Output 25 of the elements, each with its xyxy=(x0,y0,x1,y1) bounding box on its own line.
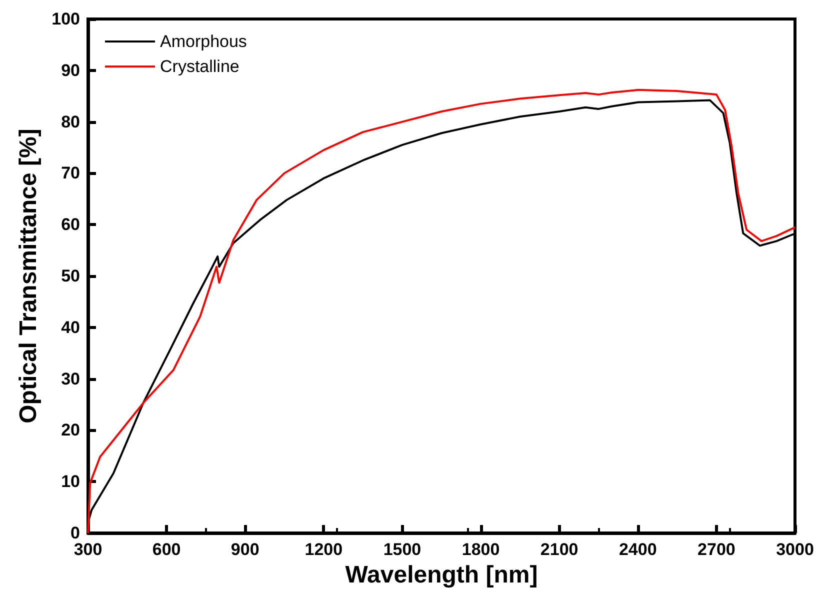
y-tick-label: 50 xyxy=(61,266,80,286)
x-tick-label: 1800 xyxy=(462,540,500,559)
y-tick-label: 10 xyxy=(61,472,80,492)
x-tick-label: 2400 xyxy=(618,540,657,559)
x-tick-label: 600 xyxy=(152,540,181,559)
x-tick-label: 300 xyxy=(74,540,102,559)
legend-label: Amorphous xyxy=(160,32,247,51)
y-axis-title: Optical Transmittance [%] xyxy=(15,128,42,424)
y-tick-label: 40 xyxy=(61,318,80,337)
x-axis-title: Wavelength [nm] xyxy=(345,562,538,588)
y-tick-label: 80 xyxy=(61,112,80,132)
x-tick-label: 2700 xyxy=(698,540,736,559)
x-tick-label: 1200 xyxy=(304,540,343,559)
y-tick-label: 0 xyxy=(70,524,80,542)
y-tick-label: 100 xyxy=(52,10,80,28)
x-tick-label: 3000 xyxy=(776,540,814,559)
y-tick-label: 70 xyxy=(61,164,80,183)
x-tick-label: 900 xyxy=(230,540,260,559)
y-tick-label: 90 xyxy=(61,60,80,80)
y-tick-label: 60 xyxy=(61,215,80,234)
x-tick-label: 2100 xyxy=(540,540,578,559)
y-tick-label: 20 xyxy=(61,420,80,440)
legend-label: Crystalline xyxy=(160,57,240,76)
y-tick-label: 30 xyxy=(61,369,80,388)
x-tick-label: 1500 xyxy=(383,540,422,559)
